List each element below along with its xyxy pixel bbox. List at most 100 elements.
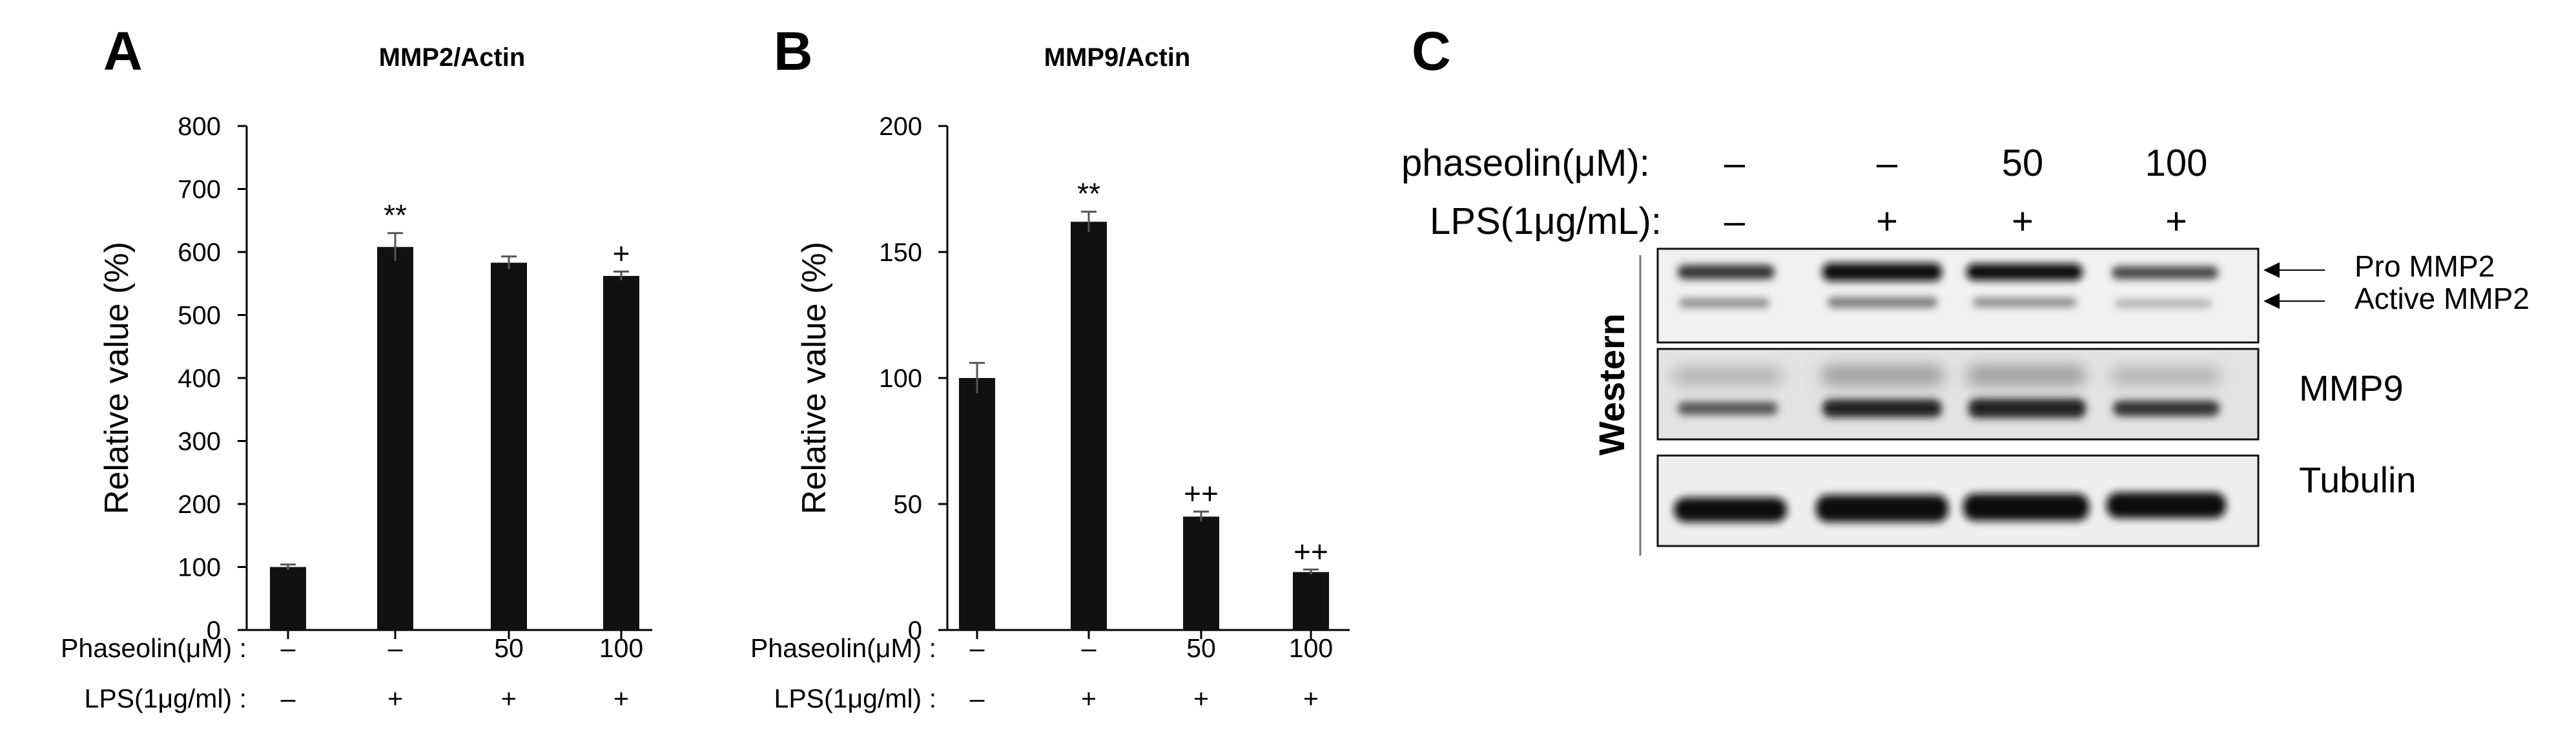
- panel-letter-c: C: [1412, 21, 1451, 81]
- chart-mmp9-actin: MMP9/Actin Relative value (%) 0 50 100 150 200…: [750, 43, 1350, 713]
- blot-mmp2-background: [1656, 247, 2260, 344]
- chart-a-condition-value: +: [387, 684, 403, 713]
- pro-mmp2-label: Pro MMP2: [2354, 249, 2495, 283]
- chart-a-ytick-label: 0: [207, 616, 221, 645]
- pro-mmp2-arrow-icon: [2263, 262, 2280, 278]
- chart-a-condition-value: +: [613, 684, 629, 713]
- blot-mmp9: MMP9: [1656, 348, 2404, 441]
- chart-b-bar-3: [1183, 516, 1219, 630]
- chart-b-condition-value: –: [970, 684, 985, 713]
- chart-a-ytick-label: 700: [178, 176, 221, 204]
- blot-mmp2-pro-bands: [1678, 263, 2218, 281]
- chart-b-condition-value: –: [1082, 633, 1097, 663]
- wb-lps-label: LPS(1μg/mL):: [1430, 200, 1662, 242]
- chart-a-ytick-label: 200: [178, 490, 221, 519]
- wb-phaseolin-lane-2: –: [1877, 142, 1898, 184]
- wb-phaseolin-lane-4: 100: [2145, 142, 2208, 184]
- blot-mmp9-lower-bands: [1678, 399, 2220, 418]
- tubulin-band-4: [2107, 492, 2226, 518]
- chart-a-bar-3: [491, 262, 527, 630]
- chart-b-annotation-3: ++: [1184, 477, 1219, 510]
- blot-mmp9-upper-bands: [1673, 366, 2220, 385]
- chart-a-bar-1: [270, 567, 306, 630]
- active-mmp2-band-4: [2115, 300, 2212, 308]
- chart-a-ytick-label: 300: [178, 428, 221, 456]
- chart-b-annotation-4: ++: [1293, 534, 1328, 568]
- active-mmp2-band-1: [1679, 299, 1769, 308]
- chart-b-bar-2: [1071, 222, 1107, 630]
- chart-b-condition-value: +: [1193, 684, 1209, 713]
- chart-a-condition-value: –: [388, 633, 403, 663]
- chart-a-bar-2: [377, 247, 413, 630]
- chart-a-title: MMP2/Actin: [379, 43, 526, 72]
- wb-phaseolin-lane-1: –: [1724, 142, 1746, 184]
- wb-lps-lane-4: +: [2165, 200, 2187, 242]
- blot-mmp9-background: [1656, 348, 2260, 441]
- mmp9-upper-band-2: [1821, 366, 1944, 385]
- chart-a-ylabel: Relative value (%): [98, 242, 136, 514]
- pro-mmp2-band-4: [2112, 266, 2218, 279]
- chart-b-bar-1: [959, 378, 995, 630]
- blot-tubulin: Tubulin: [1656, 454, 2416, 547]
- blot-tubulin-bands: [1674, 492, 2226, 522]
- chart-a-condition-label-2: LPS(1μg/ml) :: [85, 684, 247, 713]
- western-blot-panel: phaseolin(μM): – – 50 100 LPS(1μg/mL): –…: [1401, 142, 2530, 556]
- chart-b-bar-4: [1293, 572, 1329, 630]
- mmp9-lower-band-2: [1822, 399, 1942, 417]
- chart-a-condition-value: 100: [599, 633, 643, 663]
- chart-a-annotation-4: +: [613, 236, 630, 270]
- chart-b-condition-value: 100: [1289, 633, 1333, 663]
- tubulin-band-2: [1816, 495, 1948, 522]
- chart-b-ytick-label: 150: [879, 238, 922, 267]
- mmp9-lower-band-4: [2113, 401, 2220, 416]
- chart-a-ytick-label: 100: [178, 554, 221, 582]
- wb-phaseolin-label: phaseolin(μM):: [1401, 142, 1650, 184]
- mmp9-upper-band-3: [1966, 366, 2086, 385]
- mmp9-lower-band-3: [1968, 399, 2086, 418]
- pro-mmp2-band-3: [1966, 264, 2083, 280]
- chart-a-ytick-label: 500: [178, 302, 221, 330]
- chart-b-condition-label-2: LPS(1μg/ml) :: [774, 684, 936, 713]
- tubulin-band-1: [1674, 498, 1787, 522]
- wb-side-label: Western: [1591, 313, 1632, 456]
- chart-a-bar-4: [603, 276, 639, 630]
- chart-a-condition-value: –: [281, 633, 296, 663]
- blot-mmp2: Pro MMP2 Active MMP2: [1656, 247, 2530, 344]
- wb-lps-lane-3: +: [2012, 200, 2034, 242]
- chart-mmp2-actin: MMP2/Actin Relative value (%) 0 100 200 300 40…: [61, 43, 652, 713]
- pro-mmp2-band-2: [1822, 263, 1942, 281]
- active-mmp2-band-2: [1828, 297, 1937, 308]
- panel-letter-a: A: [103, 21, 143, 81]
- wb-lps-lane-1: –: [1724, 200, 1746, 242]
- mmp9-lower-band-1: [1678, 402, 1778, 415]
- chart-b-ytick-label: 200: [879, 112, 922, 141]
- mmp9-upper-band-4: [2110, 368, 2220, 384]
- chart-b-condition-label-1: Phaseolin(μM) :: [750, 633, 936, 663]
- chart-b-annotation-2: **: [1077, 177, 1100, 211]
- chart-b-ylabel: Relative value (%): [796, 242, 833, 514]
- chart-b-condition-value: +: [1081, 684, 1097, 713]
- chart-b-ytick-label: 100: [879, 364, 922, 393]
- chart-b-ytick-label: 0: [908, 616, 922, 645]
- chart-a-ytick-label: 600: [178, 238, 221, 267]
- wb-phaseolin-lane-3: 50: [2002, 142, 2044, 184]
- chart-b-condition-value: +: [1303, 684, 1319, 713]
- active-mmp2-band-3: [1973, 298, 2076, 307]
- tubulin-band-3: [1963, 494, 2089, 521]
- chart-b-ytick-label: 50: [894, 490, 923, 519]
- active-mmp2-label: Active MMP2: [2354, 282, 2530, 315]
- chart-b-title: MMP9/Actin: [1044, 43, 1191, 72]
- active-mmp2-arrow-icon: [2263, 293, 2280, 309]
- chart-b-condition-value: –: [970, 633, 985, 663]
- chart-b-condition-value: 50: [1186, 633, 1216, 663]
- chart-a-condition-value: 50: [494, 633, 524, 663]
- chart-a-ytick-label: 800: [178, 112, 221, 141]
- mmp9-upper-band-1: [1673, 368, 1782, 384]
- chart-a-condition-value: +: [501, 684, 517, 713]
- chart-a-annotation-2: **: [384, 198, 407, 232]
- tubulin-label: Tubulin: [2299, 459, 2416, 500]
- mmp9-label: MMP9: [2299, 368, 2404, 408]
- wb-lps-lane-2: +: [1876, 200, 1898, 242]
- blot-mmp2-active-bands: [1679, 297, 2212, 308]
